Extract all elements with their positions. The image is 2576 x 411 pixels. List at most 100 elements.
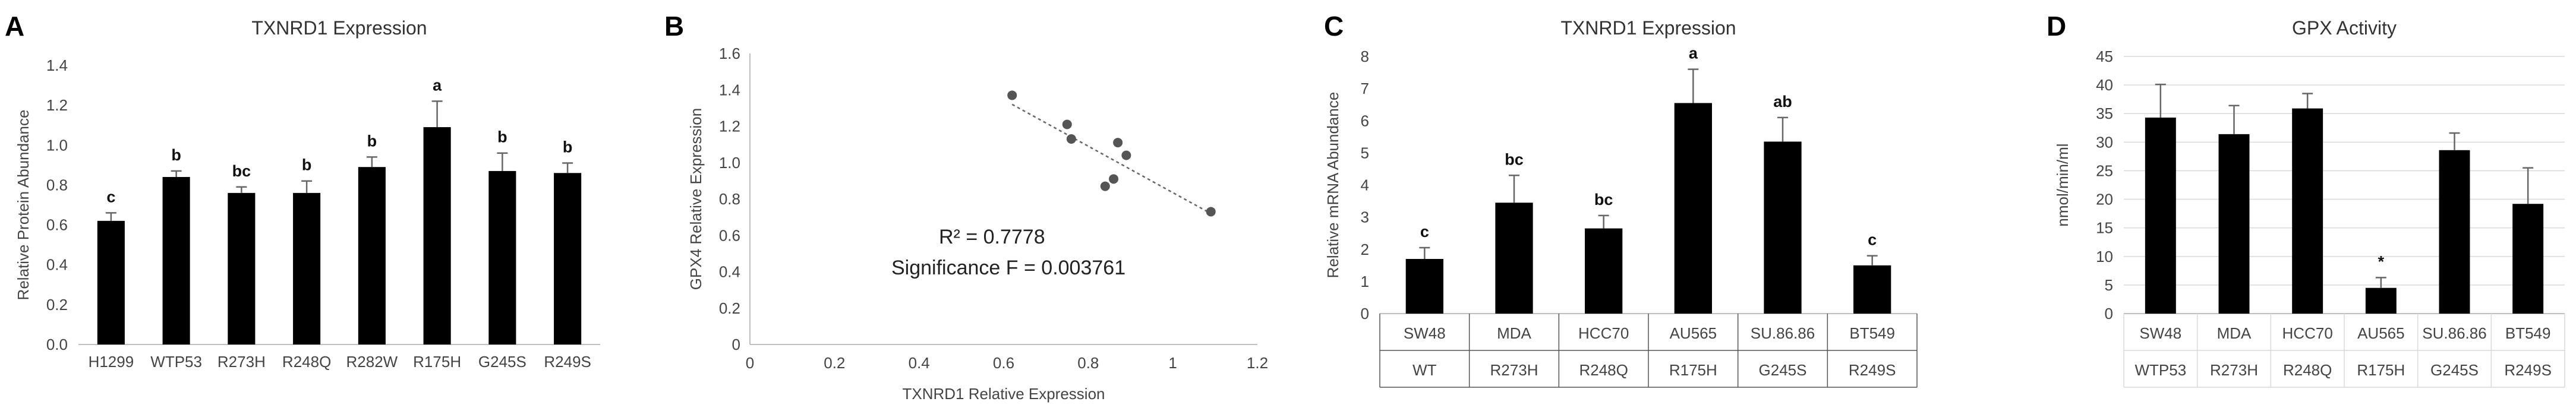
- x-tick-label: 1.2: [1247, 354, 1268, 372]
- x-tick-label: SU.86.86: [1751, 324, 1815, 342]
- significance-label: b: [171, 146, 181, 164]
- x-tick-label: SW48: [2139, 324, 2181, 342]
- y-axis-title: Relative mRNA Abundance: [1324, 92, 1342, 279]
- x-subcategory-label: R175H: [1669, 361, 1717, 379]
- y-tick-label: 5: [2105, 276, 2113, 294]
- y-tick-label: 30: [2096, 133, 2113, 151]
- x-axis-title: TXNRD1 Relative Expression: [902, 385, 1105, 403]
- chart-title: TXNRD1 Expression: [1560, 17, 1736, 39]
- chart-panel-b: B 0 0.2 0.4 0.6 0.8 1.0 1.2 1.4 1.6 0 0.2 0.4 0.6 0.8 1…: [664, 11, 1268, 403]
- y-tick-label: 1.2: [46, 96, 68, 114]
- x-tick-label: H1299: [89, 353, 134, 371]
- y-tick-label: 1.0: [46, 136, 68, 154]
- scatter-point: [1109, 174, 1119, 184]
- x-subcategory-label: R273H: [2210, 361, 2258, 379]
- y-tick-label: 0.8: [46, 176, 68, 194]
- y-tick-label: 0.8: [719, 190, 740, 208]
- x-subcategory-label: R248Q: [1579, 361, 1628, 379]
- x-tick-label: BT549: [2505, 324, 2551, 342]
- x-tick-label: 0.8: [1077, 354, 1099, 372]
- scatter-point: [1007, 90, 1017, 100]
- x-subcategory-label: R175H: [2357, 361, 2405, 379]
- panel-letter: D: [2047, 11, 2066, 42]
- bar: [97, 220, 125, 344]
- scatter-point: [1121, 150, 1131, 160]
- scatter-point: [1062, 119, 1072, 129]
- bar: [1674, 103, 1712, 314]
- x-subcategory-label: R249S: [1849, 361, 1896, 379]
- significance-label: bc: [1505, 150, 1524, 168]
- bar: [1585, 228, 1623, 314]
- x-subcategory-label: R249S: [2504, 361, 2552, 379]
- bar: [358, 167, 386, 344]
- x-subcategory-label: WTP53: [2134, 361, 2186, 379]
- y-axis-title: GPX4 Relative Expression: [687, 108, 705, 290]
- bar: [2365, 287, 2397, 314]
- x-tick-label: AU565: [1670, 324, 1717, 342]
- bar: [2439, 150, 2470, 314]
- x-tick-label: SW48: [1404, 324, 1446, 342]
- significance-label: b: [497, 128, 507, 146]
- x-tick-label: 0.4: [909, 354, 930, 372]
- bar: [2218, 134, 2250, 314]
- significance-label: a: [1689, 45, 1698, 62]
- y-tick-label: 6: [1361, 112, 1369, 129]
- x-tick-label: 0.6: [993, 354, 1014, 372]
- significance-label: a: [433, 76, 442, 94]
- y-tick-label: 45: [2096, 48, 2113, 65]
- significance-label: b: [563, 138, 573, 156]
- x-subcategory-label: R273H: [1490, 361, 1538, 379]
- y-tick-label: 15: [2096, 219, 2113, 237]
- y-tick-label: 2: [1361, 241, 1369, 258]
- chart-title: GPX Activity: [2292, 17, 2397, 39]
- significance-label: bc: [232, 162, 251, 180]
- bar: [2292, 108, 2323, 314]
- x-tick-label: MDA: [1497, 324, 1531, 342]
- bar: [162, 177, 190, 344]
- x-tick-label: HCC70: [2282, 324, 2333, 342]
- x-tick-label: HCC70: [1578, 324, 1629, 342]
- x-tick-label: WTP53: [150, 353, 202, 371]
- bar: [2512, 204, 2544, 314]
- x-tick-label: AU565: [2357, 324, 2405, 342]
- y-tick-label: 1.4: [719, 81, 740, 99]
- chart-panel-c: C TXNRD1 Expression Relative mRNA Abundanc…: [1324, 11, 1918, 388]
- significance-label: *: [2378, 252, 2385, 270]
- x-tick-label: R282W: [346, 353, 398, 371]
- bar: [293, 192, 321, 344]
- x-tick-label: 1: [1168, 354, 1177, 372]
- y-tick-label: 35: [2096, 105, 2113, 122]
- x-tick-label: SU.86.86: [2422, 324, 2486, 342]
- y-tick-label: 1: [1361, 273, 1369, 290]
- y-tick-label: 1.0: [719, 154, 740, 172]
- bar: [1853, 265, 1891, 314]
- panel-letter: A: [5, 11, 24, 42]
- y-tick-label: 25: [2096, 162, 2113, 179]
- panel-letter: B: [664, 11, 684, 42]
- x-tick-label: R248Q: [282, 353, 331, 371]
- bar: [228, 192, 256, 344]
- chart-title: TXNRD1 Expression: [251, 17, 427, 39]
- y-tick-label: 0.4: [46, 256, 68, 274]
- significance-label: b: [367, 132, 377, 150]
- scatter-point: [1206, 207, 1216, 217]
- trendline: [1011, 103, 1212, 214]
- y-tick-label: 0: [1361, 305, 1369, 323]
- bar: [1764, 141, 1802, 314]
- y-tick-label: 20: [2096, 191, 2113, 208]
- y-tick-label: 7: [1361, 80, 1369, 97]
- y-tick-label: 5: [1361, 144, 1369, 162]
- y-tick-label: 8: [1361, 48, 1369, 65]
- bar: [423, 127, 451, 345]
- x-tick-label: MDA: [2217, 324, 2252, 342]
- y-tick-label: 1.4: [46, 56, 68, 74]
- significance-f-annotation: Significance F = 0.003761: [891, 257, 1125, 279]
- bar: [488, 170, 516, 344]
- x-tick-label: 0.2: [824, 354, 845, 372]
- chart-panel-a: A TXNRD1 Expression Relative Protein Abund…: [5, 11, 600, 371]
- y-tick-label: 1.6: [719, 45, 740, 62]
- significance-label: bc: [1594, 191, 1613, 208]
- y-axis-title: Relative Protein Abundance: [14, 110, 32, 301]
- x-tick-label: BT549: [1849, 324, 1895, 342]
